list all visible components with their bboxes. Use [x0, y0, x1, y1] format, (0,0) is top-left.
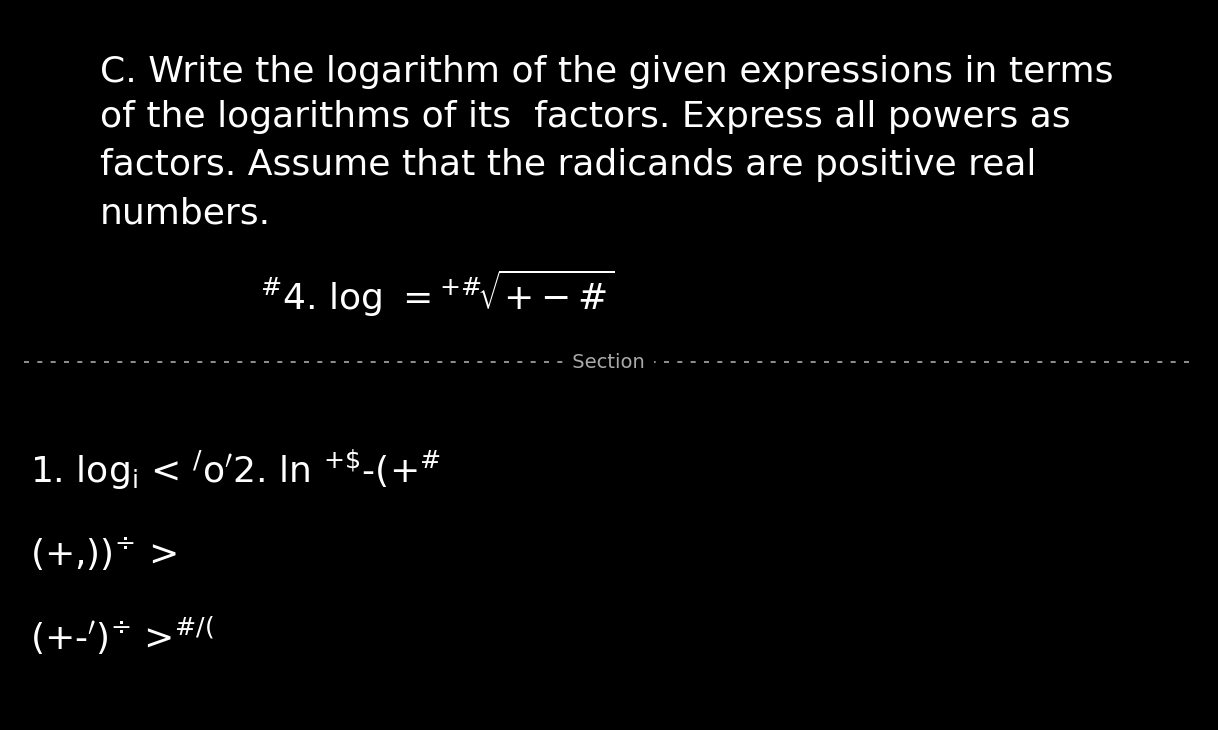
Text: Section: Section [566, 353, 652, 372]
Text: (+,))$^{\div}$ >: (+,))$^{\div}$ > [30, 535, 177, 572]
Text: (+-$^{\prime}$)$^{\div}$ >$^{\#/(}$: (+-$^{\prime}$)$^{\div}$ >$^{\#/(}$ [30, 615, 214, 657]
Text: C. Write the logarithm of the given expressions in terms: C. Write the logarithm of the given expr… [100, 55, 1113, 89]
Text: of the logarithms of its  factors. Express all powers as: of the logarithms of its factors. Expres… [100, 100, 1071, 134]
Text: $^{\#}$4. log $=^{+\#}\!\sqrt{+-\#}$: $^{\#}$4. log $=^{+\#}\!\sqrt{+-\#}$ [259, 268, 614, 319]
Text: numbers.: numbers. [100, 196, 272, 230]
Text: factors. Assume that the radicands are positive real: factors. Assume that the radicands are p… [100, 148, 1037, 182]
Text: 1. log$_{\mathrm{i}}$ < $^{/}$o$^{\prime}$2. ln $^{+\$}$-(+$^{\#}$: 1. log$_{\mathrm{i}}$ < $^{/}$o$^{\prime… [30, 448, 441, 492]
